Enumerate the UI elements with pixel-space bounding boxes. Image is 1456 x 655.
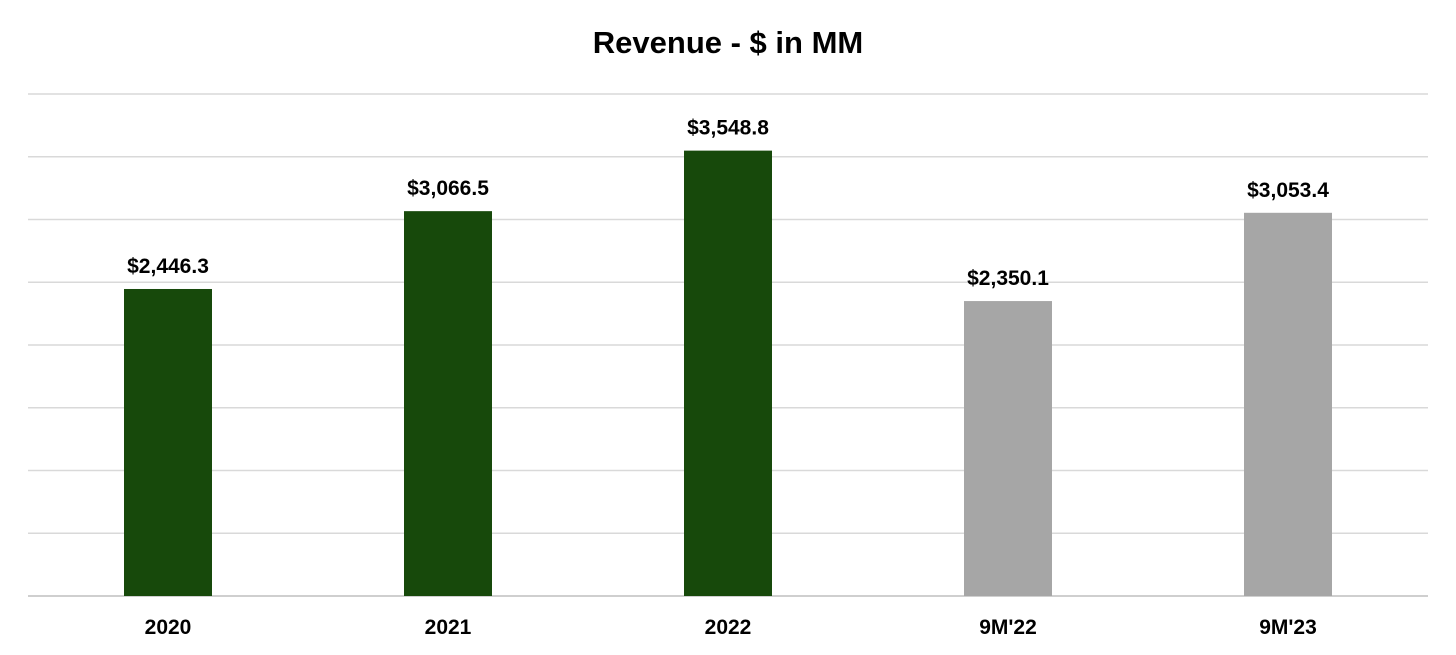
data-label-3: $2,350.1: [967, 267, 1049, 290]
x-axis-tick-labels: 2020 2021 2022 9M'22 9M'23: [145, 616, 1317, 639]
data-label-2: $3,548.8: [687, 117, 769, 140]
x-tick-label-0: 2020: [145, 616, 192, 639]
chart-title: Revenue - $ in MM: [593, 25, 863, 60]
bars: [124, 150, 1332, 597]
data-label-1: $3,066.5: [407, 177, 489, 200]
x-tick-label-2: 2022: [705, 616, 752, 639]
bar-3: [964, 301, 1052, 596]
bar-4: [1244, 212, 1332, 597]
bar-1: [404, 211, 492, 597]
data-label-4: $3,053.4: [1247, 179, 1329, 202]
x-tick-label-3: 9M'22: [979, 616, 1037, 639]
bar-0: [124, 288, 212, 596]
x-tick-label-4: 9M'23: [1259, 616, 1317, 639]
data-label-0: $2,446.3: [127, 255, 209, 278]
bar-2: [684, 150, 772, 596]
x-tick-label-1: 2021: [425, 616, 472, 639]
data-labels: $2,446.3 $3,066.5 $3,548.8 $2,350.1 $3,053.4: [127, 117, 1329, 290]
